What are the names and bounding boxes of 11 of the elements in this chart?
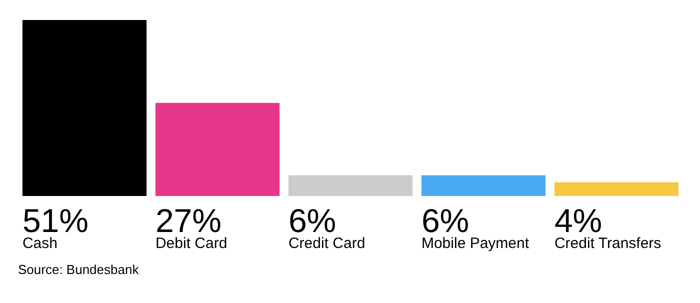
- x-tick-label: Credit Transfers: [554, 235, 662, 252]
- bar: [22, 20, 147, 196]
- x-tick-label: Cash: [22, 235, 58, 252]
- x-tick-label: Credit Card: [288, 235, 366, 252]
- bar: [288, 175, 413, 196]
- x-tick-label: Debit Card: [155, 235, 228, 252]
- bar: [421, 175, 546, 196]
- x-tick-label: Mobile Payment: [421, 235, 530, 252]
- bar: [155, 102, 280, 196]
- bar: [554, 182, 679, 196]
- source-note: Source: Bundesbank: [18, 262, 140, 277]
